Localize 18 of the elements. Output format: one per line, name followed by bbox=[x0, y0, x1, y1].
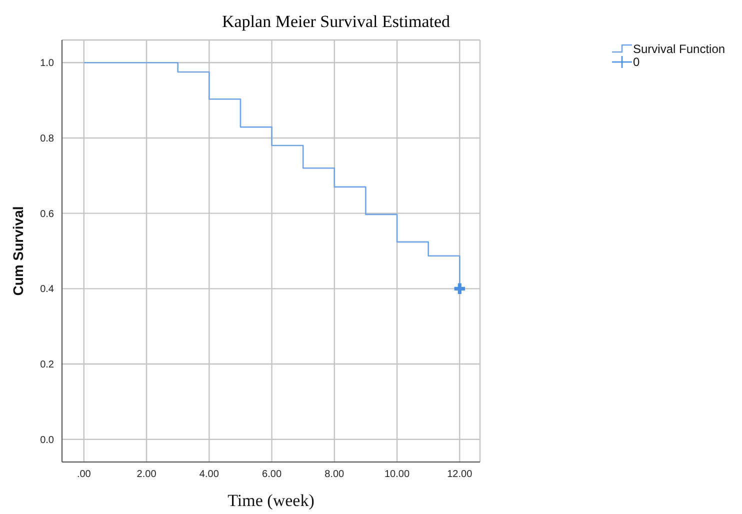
x-tick-label: 8.00 bbox=[324, 469, 345, 480]
x-tick-label: 4.00 bbox=[199, 469, 220, 480]
legend-label: 0 bbox=[633, 54, 640, 68]
legend-label: Survival Function bbox=[633, 42, 726, 56]
x-axis-title: Time (week) bbox=[228, 491, 314, 510]
y-tick-label: 0.0 bbox=[40, 434, 54, 446]
x-tick-label: 12.00 bbox=[447, 469, 473, 480]
x-tick-label: .00 bbox=[76, 469, 92, 480]
x-tick-label: 2.00 bbox=[136, 469, 157, 480]
y-tick-label: 0.6 bbox=[40, 208, 54, 220]
y-tick-label: 0.4 bbox=[40, 284, 54, 296]
y-tick-label: 1.0 bbox=[40, 58, 54, 70]
x-tick-label: 6.00 bbox=[262, 469, 282, 480]
y-tick-label: 0.8 bbox=[40, 134, 54, 145]
y-tick-label: 0.2 bbox=[40, 360, 54, 371]
x-tick-label: 10.00 bbox=[384, 469, 410, 480]
chart-title: Kaplan Meier Survival Estimated bbox=[220, 12, 452, 32]
y-axis-title: Cum Survival bbox=[10, 206, 26, 296]
